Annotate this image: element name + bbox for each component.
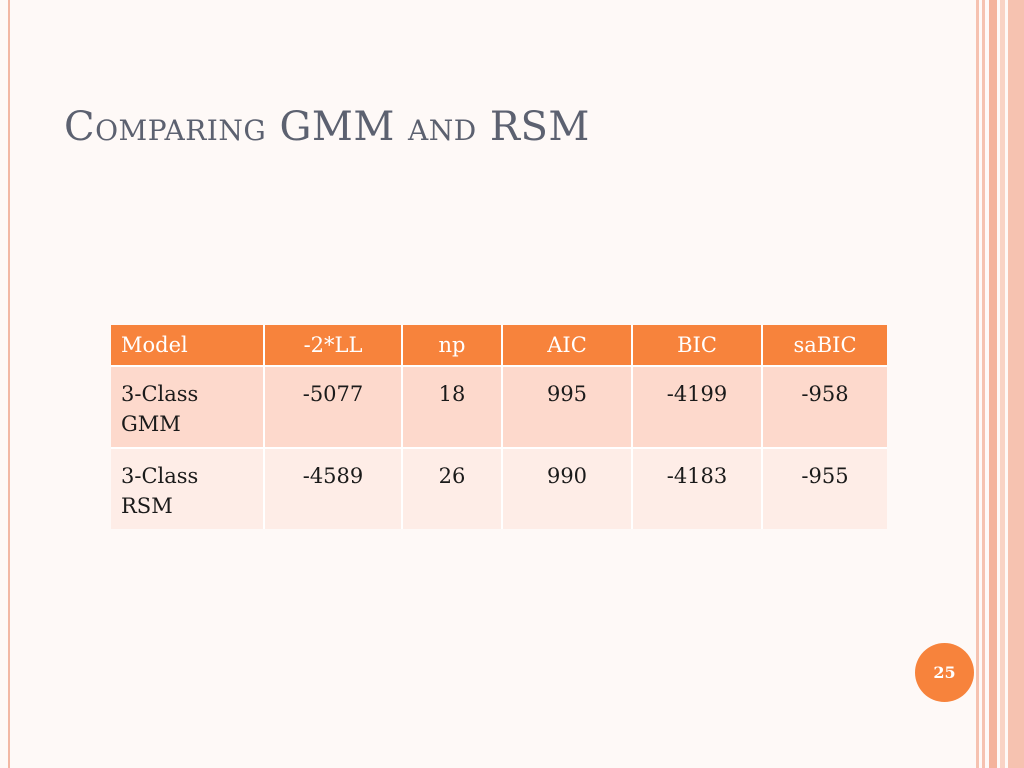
slide-title: Comparing GMM and RSM (64, 104, 590, 150)
cell-np: 26 (401, 447, 502, 529)
page-number-badge: 25 (915, 643, 974, 702)
cell-sabic: -958 (761, 365, 887, 448)
table-row: 3-Class GMM -5077 18 995 -4199 -958 (111, 365, 887, 448)
header-cell-np: np (401, 325, 502, 366)
table-row: 3-Class RSM -4589 26 990 -4183 -955 (111, 447, 887, 529)
cell-model: 3-Class GMM (111, 365, 264, 448)
table-header-row: Model -2*LL np AIC BIC saBIC (111, 325, 887, 366)
header-cell-ll: -2*LL (263, 325, 402, 366)
comparison-table: Model -2*LL np AIC BIC saBIC 3-Class GMM… (111, 325, 887, 529)
cell-sabic: -955 (761, 447, 887, 529)
header-cell-aic: AIC (501, 325, 632, 366)
cell-bic: -4183 (631, 447, 762, 529)
right-decorative-stripes (976, 0, 1024, 768)
left-border-line (8, 0, 10, 768)
cell-np: 18 (401, 365, 502, 448)
cell-ll: -4589 (263, 447, 402, 529)
header-cell-bic: BIC (631, 325, 762, 366)
header-cell-sabic: saBIC (761, 325, 887, 366)
header-cell-model: Model (111, 325, 264, 366)
cell-ll: -5077 (263, 365, 402, 448)
cell-bic: -4199 (631, 365, 762, 448)
cell-aic: 990 (501, 447, 632, 529)
cell-aic: 995 (501, 365, 632, 448)
page-number: 25 (933, 663, 956, 682)
cell-model: 3-Class RSM (111, 447, 264, 529)
